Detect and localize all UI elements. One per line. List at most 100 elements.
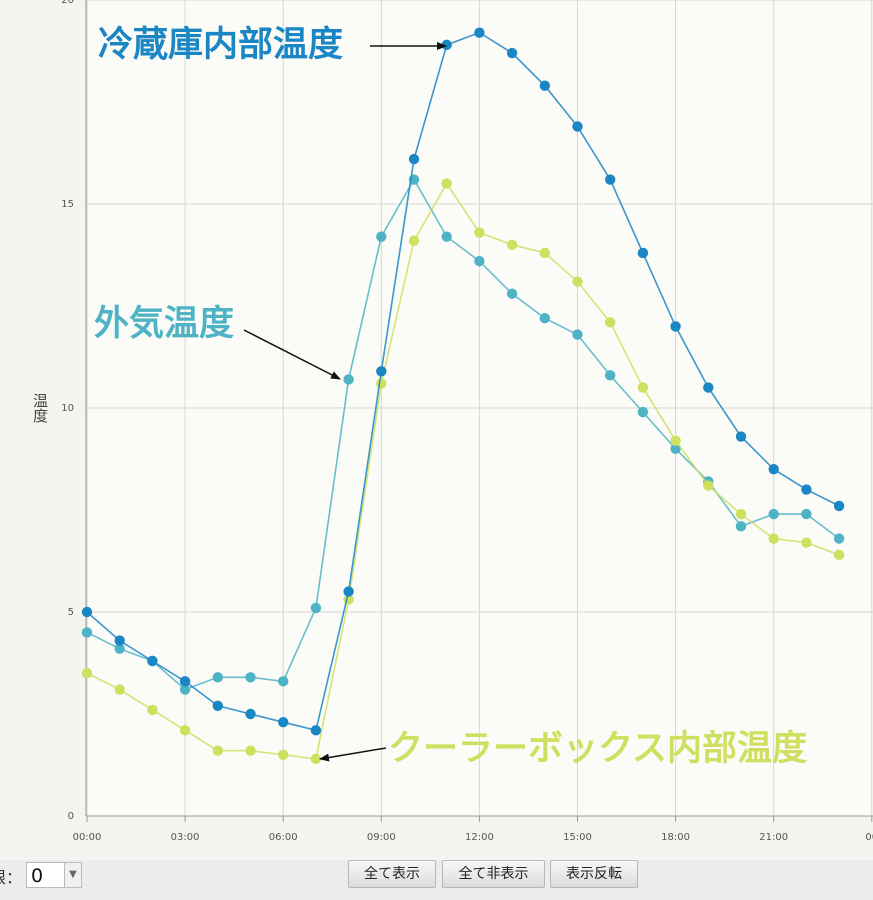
series-2 bbox=[81, 174, 845, 695]
control-bar: 限： 0 ▼ 全て表示 全て非表示 表示反転 bbox=[0, 856, 873, 900]
y-tick-label: 15 bbox=[61, 199, 74, 210]
data-point[interactable] bbox=[212, 700, 223, 712]
data-point[interactable] bbox=[605, 174, 616, 185]
data-point[interactable] bbox=[114, 643, 125, 654]
y-tick-label: 20 bbox=[61, 0, 74, 6]
data-point[interactable] bbox=[310, 602, 322, 614]
y-tick-label: 0 bbox=[68, 811, 74, 822]
data-point[interactable] bbox=[179, 725, 191, 736]
data-point[interactable] bbox=[572, 276, 583, 287]
series-line bbox=[86, 177, 840, 691]
y-axis-label: 温度 bbox=[31, 393, 49, 423]
data-point[interactable] bbox=[605, 317, 616, 328]
data-point[interactable] bbox=[637, 247, 649, 259]
data-point[interactable] bbox=[310, 725, 322, 736]
data-point[interactable] bbox=[768, 533, 779, 544]
data-point[interactable] bbox=[278, 676, 289, 687]
data-point[interactable] bbox=[703, 382, 714, 393]
data-point[interactable] bbox=[735, 521, 747, 532]
data-point[interactable] bbox=[441, 178, 452, 189]
series-1 bbox=[81, 27, 845, 736]
data-point[interactable] bbox=[179, 684, 191, 695]
data-point[interactable] bbox=[408, 235, 420, 246]
x-tick-label: 09:00 bbox=[367, 832, 396, 843]
data-point[interactable] bbox=[310, 753, 322, 765]
data-point[interactable] bbox=[245, 708, 256, 720]
data-point[interactable] bbox=[81, 668, 93, 679]
data-point[interactable] bbox=[735, 431, 747, 442]
limit-select[interactable]: 0 ▼ bbox=[26, 862, 82, 888]
data-point[interactable] bbox=[637, 406, 649, 418]
x-tick-label: 15:00 bbox=[563, 832, 592, 843]
data-point[interactable] bbox=[81, 627, 93, 638]
data-point[interactable] bbox=[506, 288, 518, 299]
data-point[interactable] bbox=[506, 239, 518, 250]
data-point[interactable] bbox=[278, 716, 289, 728]
chart-area: 0 5 10 15 20 00:00 03:00 06:00 09:00 12:00 15:00 18… bbox=[31, 0, 873, 843]
data-point[interactable] bbox=[801, 537, 812, 548]
annotation-label-2: 外気温度 bbox=[94, 303, 234, 344]
data-point[interactable] bbox=[833, 549, 845, 561]
data-point[interactable] bbox=[605, 370, 616, 381]
data-point[interactable] bbox=[833, 500, 845, 512]
data-point[interactable] bbox=[179, 676, 191, 687]
data-point[interactable] bbox=[474, 255, 485, 267]
data-point[interactable] bbox=[147, 655, 158, 667]
y-tick-label: 5 bbox=[68, 607, 74, 618]
x-tick-label: 03:00 bbox=[171, 832, 200, 843]
data-point[interactable] bbox=[212, 672, 223, 683]
data-point[interactable] bbox=[441, 231, 452, 242]
series-3 bbox=[81, 178, 845, 765]
data-point[interactable] bbox=[408, 153, 420, 165]
data-point[interactable] bbox=[114, 635, 125, 646]
data-point[interactable] bbox=[245, 745, 256, 756]
data-point[interactable] bbox=[572, 329, 583, 340]
data-point[interactable] bbox=[278, 749, 289, 760]
data-point[interactable] bbox=[376, 378, 387, 389]
data-point[interactable] bbox=[703, 480, 714, 491]
data-point[interactable] bbox=[539, 313, 550, 324]
annotation-label-3: クーラーボックス内部温度 bbox=[388, 728, 807, 769]
data-point[interactable] bbox=[670, 321, 681, 332]
data-point[interactable] bbox=[343, 374, 354, 385]
data-point[interactable] bbox=[441, 39, 452, 51]
data-point[interactable] bbox=[539, 247, 550, 259]
data-point[interactable] bbox=[768, 464, 779, 475]
show-all-button[interactable]: 全て表示 bbox=[348, 860, 436, 888]
data-point[interactable] bbox=[376, 366, 387, 377]
annotation-arrow bbox=[243, 329, 341, 380]
data-point[interactable] bbox=[572, 121, 583, 132]
data-point[interactable] bbox=[670, 435, 681, 446]
data-point[interactable] bbox=[735, 508, 747, 520]
data-point[interactable] bbox=[670, 443, 681, 454]
x-tick-label: 21:00 bbox=[759, 832, 788, 843]
data-point[interactable] bbox=[474, 227, 485, 238]
data-point[interactable] bbox=[376, 231, 387, 242]
data-point[interactable] bbox=[245, 672, 256, 683]
data-point[interactable] bbox=[114, 684, 125, 695]
data-point[interactable] bbox=[147, 704, 158, 716]
annotation-label-1: 冷蔵庫内部温度 bbox=[98, 24, 343, 65]
grid bbox=[86, 0, 873, 817]
x-tick-label: 00:00 bbox=[73, 832, 102, 843]
data-point[interactable] bbox=[343, 586, 354, 597]
invert-display-button[interactable]: 表示反転 bbox=[550, 860, 638, 888]
y-tick-label: 10 bbox=[61, 403, 74, 414]
data-point[interactable] bbox=[833, 533, 845, 544]
data-point[interactable] bbox=[801, 508, 812, 520]
data-point[interactable] bbox=[801, 484, 812, 495]
hide-all-button[interactable]: 全て非表示 bbox=[442, 860, 545, 888]
data-point[interactable] bbox=[768, 508, 779, 520]
data-point[interactable] bbox=[81, 606, 93, 618]
line-chart: 0 5 10 15 20 00:00 03:00 06:00 09:00 12:00 15:00 18… bbox=[31, 0, 873, 843]
series-layer bbox=[81, 27, 845, 765]
axes: 0 5 10 15 20 00:00 03:00 06:00 09:00 12:00 15:00 18… bbox=[61, 0, 873, 843]
data-point[interactable] bbox=[506, 47, 518, 59]
data-point[interactable] bbox=[637, 382, 649, 393]
data-point[interactable] bbox=[212, 745, 223, 756]
data-point[interactable] bbox=[474, 27, 485, 38]
data-point[interactable] bbox=[539, 80, 550, 91]
x-tick-label: 12:00 bbox=[465, 832, 494, 843]
chevron-down-icon[interactable]: ▼ bbox=[64, 863, 81, 887]
